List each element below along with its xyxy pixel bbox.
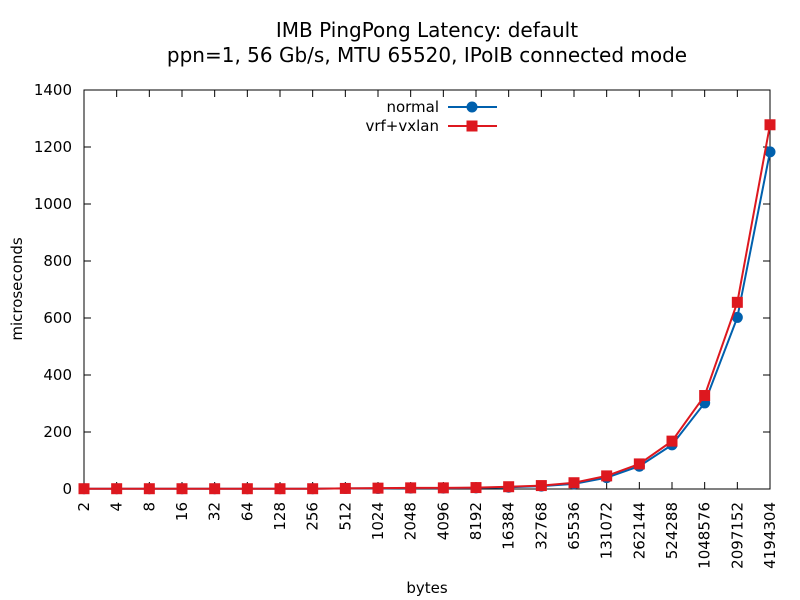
y-tick-label: 1000 [34,195,72,213]
series-vrf-vxlan [78,119,776,495]
chart-subtitle: ppn=1, 56 Gb/s, MTU 65520, IPoIB connect… [167,43,687,67]
data-point [601,470,613,482]
data-point [372,482,384,494]
data-point [633,458,645,470]
series-layer [78,119,776,495]
x-tick-label: 8 [140,502,158,512]
x-tick-label: 262144 [630,502,648,559]
x-tick-label: 2048 [402,502,420,540]
y-tick-label: 1400 [34,81,72,99]
x-tick-label: 512 [336,502,354,531]
data-point [764,119,776,131]
data-point [731,311,743,323]
data-point [307,483,319,495]
y-axis-label: microseconds [8,237,26,341]
x-tick-label: 131072 [598,502,616,559]
x-tick-label: 8192 [467,502,485,540]
x-tick-label: 128 [271,502,289,531]
plot-area-border [83,89,771,490]
data-point [699,390,711,402]
data-point [568,477,580,489]
data-point [143,483,155,495]
data-point [339,482,351,494]
x-axis: 2 4 8 16 32 64 128 256 512 1024 2048 4096 8192 16384 3… [75,90,779,569]
y-tick-label: 600 [43,309,72,327]
x-tick-label: 256 [304,502,322,531]
x-tick-label: 2097152 [728,502,746,569]
y-tick-label: 200 [43,423,72,441]
data-point [274,483,286,495]
legend-entry: normal [386,98,497,116]
x-axis-label: bytes [406,579,448,597]
x-tick-label: 524288 [663,502,681,559]
x-tick-label: 64 [238,502,256,521]
data-point [731,296,743,308]
x-tick-label: 1048576 [696,502,714,569]
x-tick-label: 65536 [565,502,583,550]
x-tick-label: 4194304 [761,502,779,569]
data-point [437,482,449,494]
data-point [503,481,515,493]
y-tick-label: 0 [62,480,72,498]
x-tick-label: 16384 [500,502,518,550]
y-tick-label: 1200 [34,138,72,156]
legend-entry: vrf+vxlan [365,117,497,135]
legend-label: normal [386,98,439,116]
data-point [535,480,547,492]
x-tick-label: 2 [75,502,93,512]
series-line [84,124,771,490]
x-tick-label: 4096 [434,502,452,540]
y-axis: 0 200 400 600 800 1000 1200 1400 [34,81,770,498]
y-tick-label: 800 [43,252,72,270]
x-tick-label: 32768 [532,502,550,550]
y-tick-label: 400 [43,366,72,384]
data-point [470,482,482,494]
legend-marker [466,120,478,132]
data-point [176,483,188,495]
x-tick-label: 32 [206,502,224,521]
data-point [78,483,90,495]
legend-label: vrf+vxlan [365,117,439,135]
data-point [209,483,221,495]
legend-marker [466,101,478,113]
data-point [764,146,776,158]
data-point [241,483,253,495]
x-tick-label: 16 [173,502,191,521]
chart-title: IMB PingPong Latency: default [276,18,578,42]
x-tick-label: 1024 [369,502,387,540]
data-point [405,482,417,494]
x-tick-label: 4 [108,502,126,512]
data-point [111,483,123,495]
data-point [666,435,678,447]
